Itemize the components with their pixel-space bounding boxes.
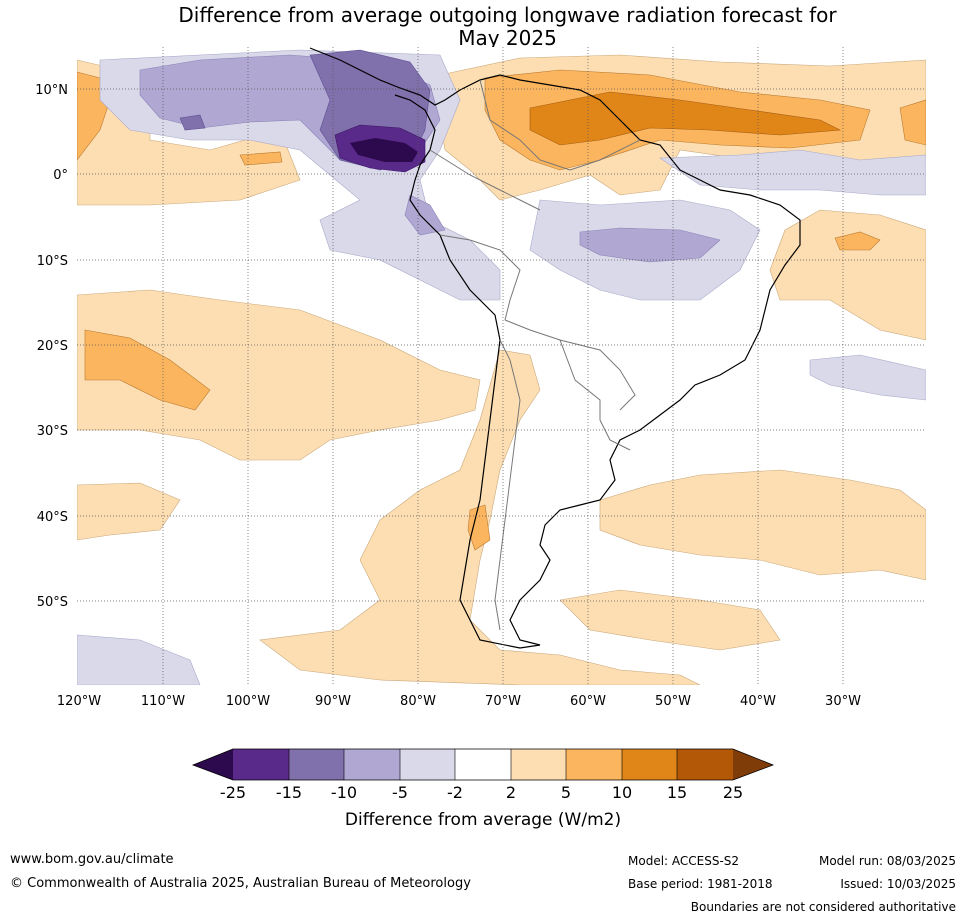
lon-label-50w: 50°W <box>655 694 691 709</box>
colorbar-tick-label: -2 <box>447 783 463 802</box>
model-run-text: Model run: 08/03/2025 <box>818 854 956 868</box>
disclaimer-text: Boundaries are not considered authoritat… <box>690 900 956 914</box>
lon-label-40w: 40°W <box>740 694 776 709</box>
base-period-text: Base period: 1981-2018 <box>628 877 773 891</box>
lon-label-110w: 110°W <box>141 694 185 709</box>
colorbar-tick-label: 10 <box>612 783 632 802</box>
map-title: Difference from average outgoing longwav… <box>0 4 965 50</box>
colorbar-tick-label: 5 <box>561 783 571 802</box>
lat-label-0: 0° <box>53 168 68 183</box>
colorbar-tick-label: 15 <box>667 783 687 802</box>
copyright-text: © Commonwealth of Australia 2025, Austra… <box>10 876 471 891</box>
lon-label-80w: 80°W <box>400 694 436 709</box>
anomaly-positive-strong <box>529 91 842 146</box>
lon-label-30w: 30°W <box>825 694 861 709</box>
lat-label-50s: 50°S <box>37 595 68 610</box>
colorbar-swatch-8 <box>622 749 677 780</box>
lon-label-100w: 100°W <box>226 694 270 709</box>
colorbar-swatch-7 <box>566 749 622 780</box>
colorbar-swatch-9 <box>677 749 733 780</box>
colorbar: -25 -15 -10 -5 -2 2 5 10 15 25 Differenc… <box>191 748 775 830</box>
latitude-labels: 10°N 0° 10°S 20°S 30°S 40°S 50°S <box>35 83 68 610</box>
model-text: Model: ACCESS-S2 <box>628 854 740 868</box>
colorbar-swatch-1 <box>233 749 289 780</box>
colorbar-swatch-2 <box>289 749 344 780</box>
colorbar-tick-label: -25 <box>220 783 246 802</box>
title-line-2: May 2025 <box>458 26 557 50</box>
colorbar-swatch-4 <box>400 749 455 780</box>
lon-label-90w: 90°W <box>315 694 351 709</box>
gridlines <box>77 47 926 685</box>
colorbar-swatch-3 <box>344 749 400 780</box>
longitude-labels: 120°W 110°W 100°W 90°W 80°W 70°W 60°W 50… <box>57 694 861 709</box>
colorbar-tick-label: 25 <box>723 783 743 802</box>
website-link[interactable]: www.bom.gov.au/climate <box>10 852 174 867</box>
lat-label-20s: 20°S <box>37 339 68 354</box>
colorbar-tick-label: -15 <box>276 783 302 802</box>
country-borders <box>429 79 641 631</box>
colorbar-swatch-5 <box>455 749 511 780</box>
colorbar-tick-label: -5 <box>392 783 408 802</box>
coastline <box>309 47 801 649</box>
colorbar-arrow-low <box>193 749 233 780</box>
lat-label-40s: 40°S <box>37 510 68 525</box>
lon-label-70w: 70°W <box>485 694 521 709</box>
title-line-1: Difference from average outgoing longwav… <box>178 3 837 27</box>
colorbar-tick-label: -10 <box>331 783 357 802</box>
issued-text: Issued: 10/03/2025 <box>840 877 956 891</box>
lon-label-120w: 120°W <box>57 694 101 709</box>
anomaly-negative-extreme <box>350 138 418 162</box>
colorbar-title: Difference from average (W/m2) <box>345 810 621 830</box>
colorbar-arrow-high <box>733 749 773 780</box>
map-panel <box>77 47 926 685</box>
colorbar-tick-label: 2 <box>506 783 516 802</box>
lon-label-60w: 60°W <box>570 694 606 709</box>
colorbar-swatch-6 <box>511 749 566 780</box>
lat-label-10n: 10°N <box>35 83 68 98</box>
lat-label-30s: 30°S <box>37 424 68 439</box>
lat-label-10s: 10°S <box>37 254 68 269</box>
